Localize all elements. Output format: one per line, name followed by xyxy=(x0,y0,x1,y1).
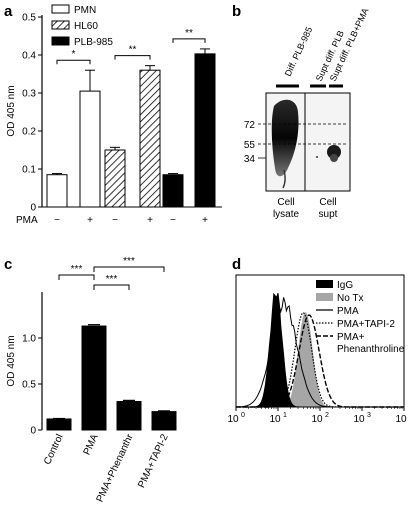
group-label-cell-1: Cell xyxy=(277,197,294,208)
blot-speck xyxy=(316,156,318,158)
y-axis-label-a: OD 405 nm xyxy=(6,85,17,136)
c-significance-bracket xyxy=(58,274,95,280)
legend-label-pma-phen: PMA+ xyxy=(337,332,365,343)
c-bar xyxy=(81,325,107,431)
c-ytick-label: 0 xyxy=(30,426,36,437)
blot-band-supt-pma xyxy=(327,145,341,159)
blot-band-lysate-tail xyxy=(282,169,286,189)
c-category-label: PMA+TAPI-2 xyxy=(136,432,171,490)
group-label-cell-2: Cell xyxy=(319,197,336,208)
c-significance-bracket xyxy=(93,266,165,272)
c-category-label: PMA+Phenanthr xyxy=(95,432,136,504)
a-category-label: + xyxy=(202,215,208,226)
a-bar xyxy=(194,53,216,208)
a-ytick-label: 0.3 xyxy=(22,89,36,100)
c-significance-mark: *** xyxy=(106,274,118,285)
c-category-label: Control xyxy=(42,433,66,467)
group-label-supt: supt xyxy=(319,209,338,220)
c-ytick-label: 0.5 xyxy=(22,380,36,391)
legend-label-pma-tapi2: PMA+TAPI-2 xyxy=(337,319,395,330)
legend-label-plb985: PLB-985 xyxy=(74,37,113,48)
a-ytick-label: 0.4 xyxy=(22,51,36,62)
d-xtick-label: 10 xyxy=(269,414,281,425)
legend-label-pma: PMA xyxy=(337,306,359,317)
a-bar xyxy=(162,174,184,208)
a-significance-bracket xyxy=(114,55,151,60)
pma-row-label: PMA xyxy=(16,215,38,226)
a-significance-mark: ** xyxy=(185,28,193,39)
d-xtick-label: 10 xyxy=(311,414,323,425)
d-xtick-label: 10 xyxy=(353,414,365,425)
marker-55: 55 xyxy=(244,140,256,151)
blot-band-lysate-smear xyxy=(271,99,299,177)
lane-label-diff-plb985: Diff. PLB-985 xyxy=(283,25,315,78)
a-significance-bracket xyxy=(172,38,206,43)
d-xtick-exponent: 1 xyxy=(283,412,287,419)
legend-a: PMN HL60 PLB-985 xyxy=(51,4,113,48)
a-ytick-label: 0 xyxy=(30,203,36,214)
panel-label-a: a xyxy=(4,3,13,20)
a-category-label: − xyxy=(170,215,176,226)
a-bar xyxy=(79,90,101,208)
legend-swatch-pmn xyxy=(51,4,70,14)
panel-c-chart: 00.51.0 OD 405 nm ********* Control PMAPM… xyxy=(6,256,177,504)
c-ytick-label: 1.0 xyxy=(22,334,36,345)
a-significance-mark: * xyxy=(72,49,76,60)
group-label-lysate: lysate xyxy=(273,209,300,220)
c-significance-mark: *** xyxy=(71,264,83,275)
c-significance-mark: *** xyxy=(123,256,135,267)
c-bar xyxy=(46,418,72,431)
c-category-label: PMA xyxy=(82,432,101,457)
panel-a-chart: 00.10.20.30.40.5 OD 405 nm * **** − + − + − + … xyxy=(6,4,222,226)
legend-d: IgG No Tx PMA PMA+TAPI-2 PMA+ Phenanthro… xyxy=(316,280,405,355)
d-xtick-exponent: 3 xyxy=(367,412,371,419)
legend-label-hl60: HL60 xyxy=(74,21,98,32)
panel-b-western-blot: Diff. PLB-985 Supt diff. PLB Supt diff. … xyxy=(244,6,371,220)
panel-label-d: d xyxy=(232,256,241,273)
a-significance-mark: ** xyxy=(129,45,137,56)
legend-swatch-igg xyxy=(316,280,333,288)
panel-label-b: b xyxy=(232,3,241,20)
blot-membrane-supernatant xyxy=(304,92,351,192)
a-ytick-label: 0.5 xyxy=(22,13,36,24)
a-ytick-label: 0.2 xyxy=(22,127,36,138)
legend-label-phenanthroline: Phenanthroline xyxy=(337,344,405,355)
a-category-label: + xyxy=(87,215,93,226)
a-category-label: − xyxy=(112,215,118,226)
legend-label-pmn: PMN xyxy=(74,5,96,16)
a-bar xyxy=(139,69,161,208)
legend-swatch-notx xyxy=(316,293,333,301)
panel-d-histogram: 100101102103104 IgG No Tx PMA PMA+TAPI-2… xyxy=(227,274,407,425)
legend-label-igg: IgG xyxy=(337,280,353,291)
legend-swatch-hl60 xyxy=(51,20,70,30)
a-bar xyxy=(104,149,126,208)
a-category-label: − xyxy=(54,215,60,226)
a-category-label: + xyxy=(147,215,153,226)
a-ytick-label: 0.1 xyxy=(22,165,36,176)
c-bar xyxy=(116,400,142,431)
panel-label-c: c xyxy=(4,256,12,273)
d-xtick-exponent: 2 xyxy=(325,412,329,419)
a-bar xyxy=(46,174,68,208)
d-histogram-pma-phenanthroline xyxy=(236,314,404,408)
blot-band-supt-pma-lower xyxy=(330,154,338,162)
marker-72: 72 xyxy=(244,120,256,131)
a-significance-bracket xyxy=(56,59,91,65)
d-xtick-label: 10 xyxy=(227,414,239,425)
legend-swatch-plb985 xyxy=(51,36,70,46)
d-xtick-exponent: 0 xyxy=(241,412,245,419)
d-xtick-label: 10 xyxy=(395,414,407,425)
legend-label-notx: No Tx xyxy=(337,293,364,304)
marker-34: 34 xyxy=(244,154,256,165)
c-bar xyxy=(151,411,177,431)
c-significance-bracket xyxy=(93,284,130,290)
y-axis-label-c: OD 405 nm xyxy=(6,335,17,386)
